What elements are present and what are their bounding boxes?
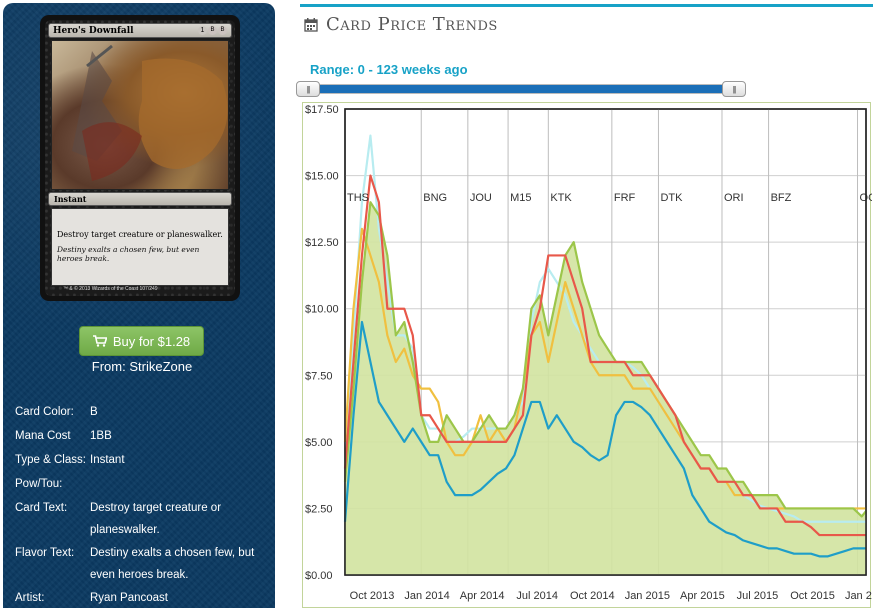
x-tick-label: Jan 2016 — [845, 590, 872, 602]
calendar-icon — [304, 17, 318, 32]
detail-label: Card Text: — [15, 502, 68, 514]
x-tick-label: Jul 2014 — [516, 590, 558, 602]
black-mana-icon: B — [218, 26, 227, 35]
price-series-line — [343, 320, 866, 558]
card-type-line: Instant — [54, 194, 87, 204]
set-release-label: BFZ — [771, 192, 792, 204]
detail-value — [90, 472, 275, 496]
card-details: Card Color: B Mana Cost 1BB Type & Class… — [15, 400, 275, 608]
price-series-line — [343, 174, 866, 537]
detail-row-artist: Artist: Ryan Pancoast — [15, 586, 275, 608]
x-tick-label: Apr 2015 — [680, 590, 725, 602]
y-tick-label: $12.50 — [305, 237, 339, 249]
section-divider — [300, 4, 873, 7]
x-tick-label: Apr 2014 — [460, 590, 505, 602]
x-tick-label: Oct 2015 — [790, 590, 835, 602]
y-tick-label: $5.00 — [305, 437, 333, 449]
card-flavor-text: Destiny exalts a chosen few, but even he… — [57, 245, 200, 263]
y-tick-label: $0.00 — [305, 570, 333, 582]
x-tick-label: Jan 2015 — [625, 590, 670, 602]
detail-row-mana-cost: Mana Cost 1BB — [15, 424, 275, 448]
card-info-panel: Hero's Downfall 1 B B Instant De — [3, 3, 275, 608]
card-art — [51, 40, 229, 190]
set-release-label: FRF — [614, 192, 636, 204]
card-title-bar: Hero's Downfall 1 B B — [48, 23, 232, 38]
detail-value: Destroy target creature or planeswalker. — [90, 502, 222, 536]
card-text-box: Destroy target creature or planeswalker.… — [51, 208, 229, 286]
detail-label: Type & Class: — [15, 454, 86, 466]
card-type-bar: Instant — [48, 192, 232, 206]
card-illustrator-credit: Ryan Pancoast ™ & © 2013 Wizards of the … — [63, 280, 158, 292]
price-series-line — [343, 201, 867, 518]
price-chart: $0.00 $2.50 $5.00 $7.50 $10.00 $12.50 $15.00 $1… — [302, 102, 872, 608]
y-tick-label: $10.00 — [305, 304, 339, 316]
detail-value: Instant — [90, 454, 125, 466]
detail-label: Flavor Text: — [15, 547, 75, 559]
set-release-label: KTK — [550, 192, 572, 204]
detail-row-type: Type & Class: Instant — [15, 448, 275, 472]
illustrator-name: Ryan Pancoast — [63, 280, 97, 286]
detail-label: Pow/Tou: — [15, 478, 63, 490]
detail-row-flavor-text: Flavor Text: Destiny exalts a chosen few… — [15, 541, 275, 586]
buy-button[interactable]: Buy for $1.28 — [79, 326, 204, 356]
card-rules-text: Destroy target creature or planeswalker. — [57, 230, 223, 239]
set-release-label: M15 — [510, 192, 531, 204]
card-copyright: ™ & © 2013 Wizards of the Coast 107/249 — [63, 286, 158, 292]
card-image: Hero's Downfall 1 B B Instant De — [40, 15, 240, 301]
y-tick-label: $2.50 — [305, 503, 333, 515]
x-tick-label: Jan 2014 — [404, 590, 449, 602]
set-release-label: JOU — [470, 192, 492, 204]
detail-row-color: Card Color: B — [15, 400, 275, 424]
detail-value: Destiny exalts a chosen few, but even he… — [90, 547, 255, 581]
range-slider[interactable]: ||| ||| — [296, 81, 746, 97]
card-artwork — [72, 44, 228, 181]
detail-label: Artist: — [15, 592, 45, 604]
plot-frame — [344, 108, 867, 576]
detail-row-card-text: Card Text: Destroy target creature or pl… — [15, 496, 275, 541]
card-mana-cost: 1 B B — [198, 26, 227, 35]
detail-value: 1BB — [90, 430, 112, 442]
black-mana-icon: B — [208, 26, 217, 35]
price-series-line — [343, 227, 866, 510]
slider-selected-range — [299, 85, 743, 93]
slider-handle-end[interactable]: ||| — [722, 81, 746, 97]
slider-handle-start[interactable]: ||| — [296, 81, 320, 97]
x-tick-label: Oct 2014 — [570, 590, 615, 602]
seller-text: From: StrikeZone — [91, 359, 193, 374]
buy-button-label: Buy for $1.28 — [112, 333, 191, 349]
price-chart-svg: $0.00 $2.50 $5.00 $7.50 $10.00 $12.50 $15.00 $1… — [305, 104, 872, 602]
card-frame: Hero's Downfall 1 B B Instant De — [45, 20, 235, 296]
section-title: Card Price Trends — [326, 14, 498, 35]
set-release-label: DTK — [660, 192, 683, 204]
mana-symbol: 1 — [198, 26, 207, 35]
y-tick-label: $7.50 — [305, 370, 333, 382]
detail-label: Mana Cost — [15, 430, 71, 442]
x-tick-label: Jul 2015 — [737, 590, 779, 602]
detail-label: Card Color: — [15, 406, 74, 418]
section-header: Card Price Trends — [304, 14, 498, 35]
shopping-cart-icon — [92, 335, 107, 347]
x-tick-label: Oct 2013 — [350, 590, 395, 602]
detail-value: Ryan Pancoast — [90, 592, 168, 604]
detail-row-pow-tou: Pow/Tou: — [15, 472, 275, 496]
y-tick-label: $17.50 — [305, 104, 339, 116]
set-release-label: ORI — [724, 192, 744, 204]
detail-value: B — [90, 406, 98, 418]
y-tick-label: $15.00 — [305, 171, 339, 183]
set-release-label: THS — [347, 192, 369, 204]
set-release-label: BNG — [423, 192, 447, 204]
card-name: Hero's Downfall — [53, 25, 134, 36]
range-label: Range: 0 - 123 weeks ago — [310, 62, 468, 77]
